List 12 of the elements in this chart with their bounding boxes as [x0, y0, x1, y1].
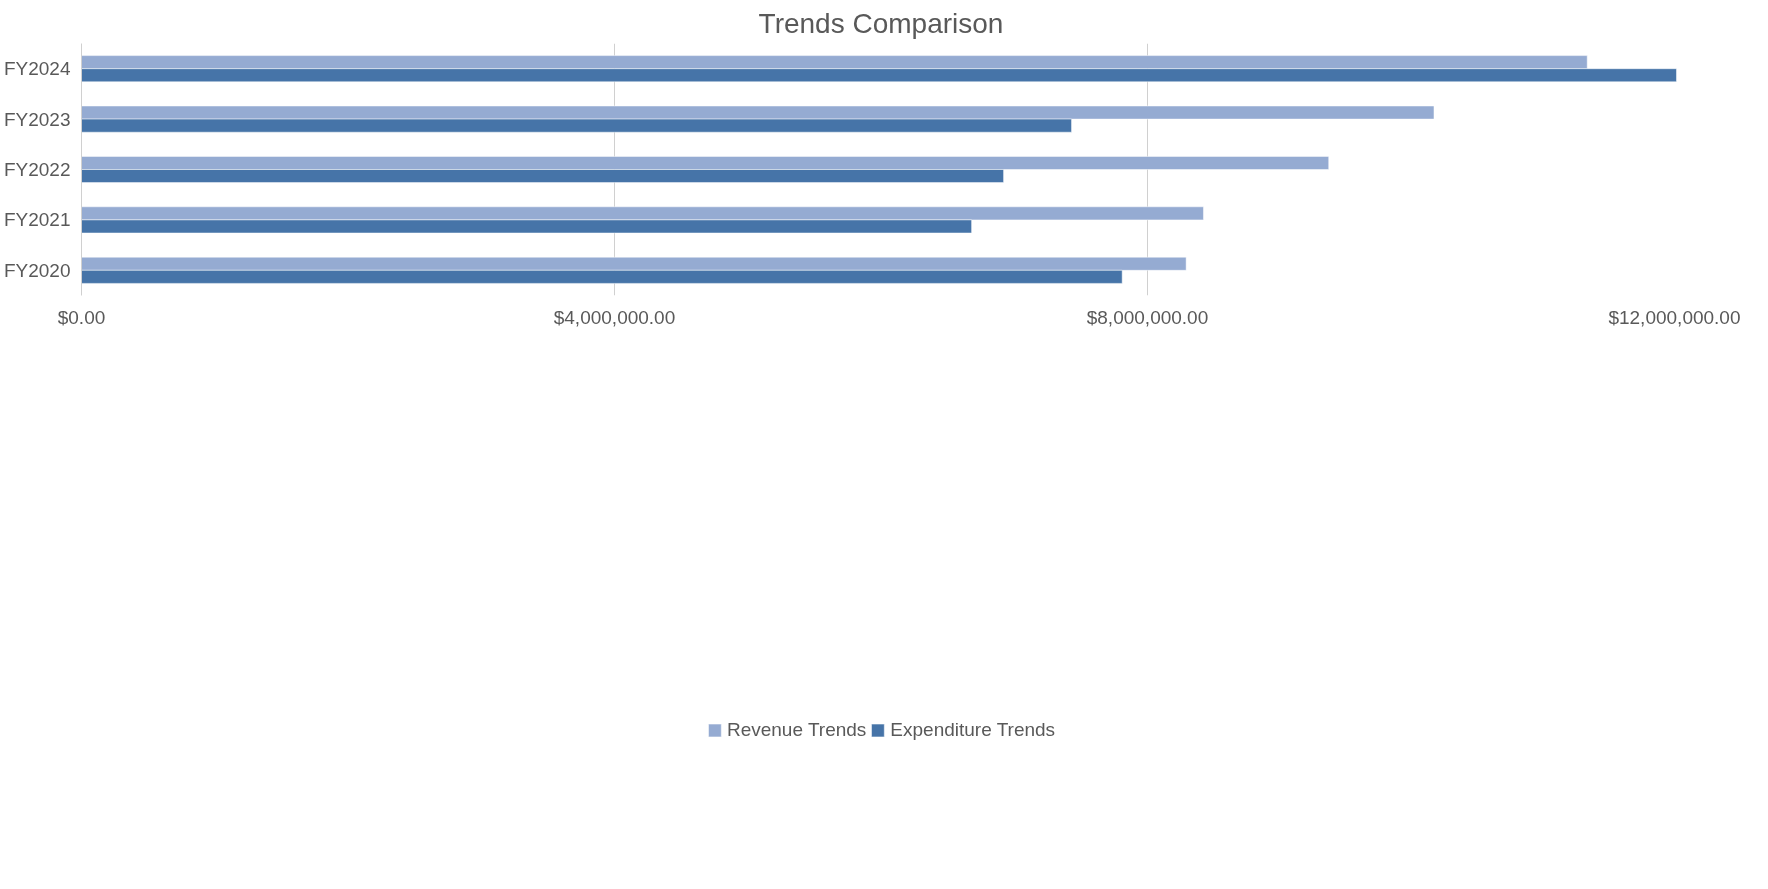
y-tick-label: FY2022 [3, 159, 71, 180]
legend-label: Expenditure Trends [890, 718, 1056, 741]
y-tick-label: FY2021 [3, 209, 71, 231]
x-tick-label: $12,000,000.00 [1608, 306, 1741, 328]
legend-label: Revenue Trends [726, 718, 867, 741]
y-tick-label: FY2020 [3, 259, 71, 281]
x-tick-label: $8,000,000.00 [1086, 306, 1209, 328]
x-tick-label: $4,000,000.00 [553, 306, 676, 328]
chart-title: Trends Comparison [758, 7, 1004, 39]
x-tick-label: $0.00 [57, 306, 106, 328]
y-tick-label: FY2024 [3, 58, 71, 80]
y-tick-label: FY2023 [3, 108, 71, 130]
